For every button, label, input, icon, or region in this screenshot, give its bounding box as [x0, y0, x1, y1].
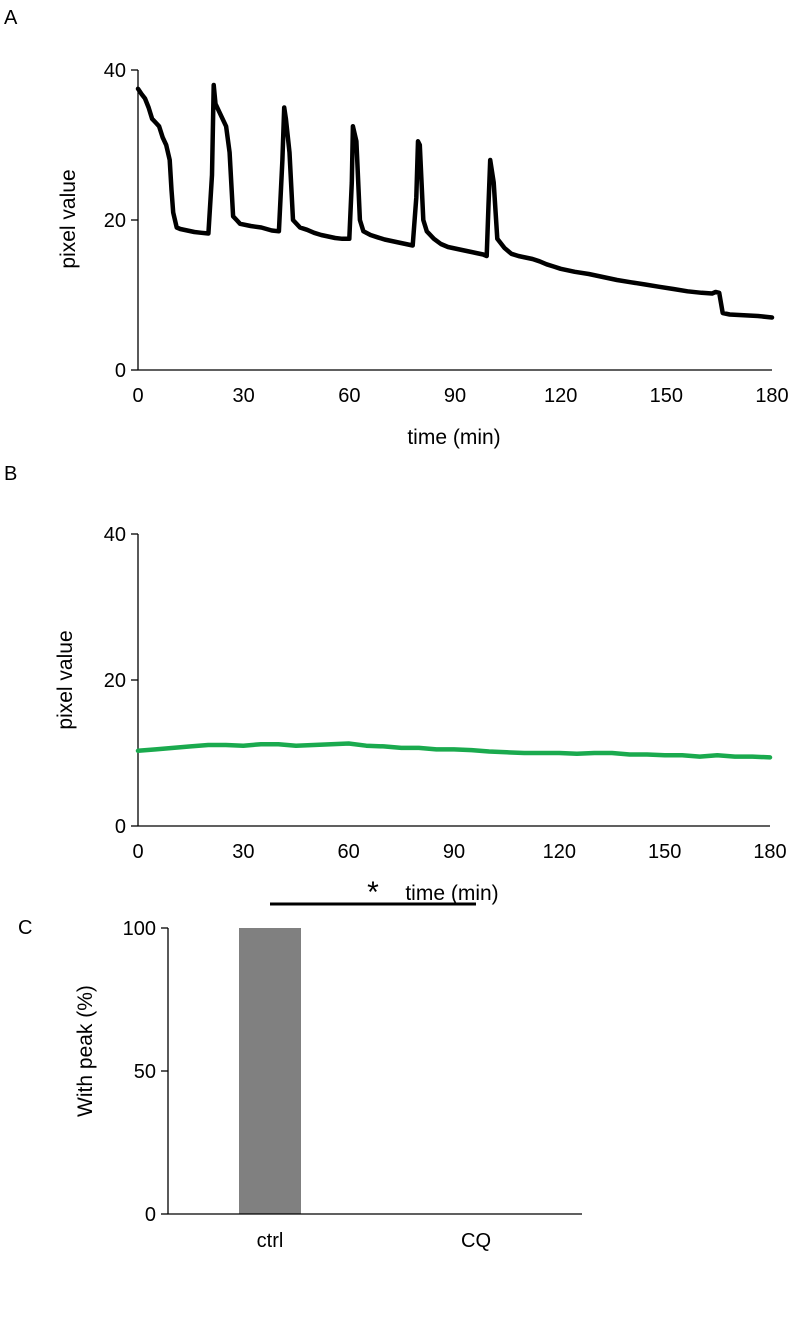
panel-c-y-label: With peak (%)	[74, 985, 97, 1117]
panel-a-x-ticks: 0 30 60 90 120 150 180	[132, 385, 788, 407]
x-tick-label: 30	[232, 841, 254, 863]
x-tick-label: 0	[132, 841, 143, 863]
panel-c-bars	[239, 928, 301, 1214]
panel-b-y-ticks: 0 20 40	[104, 524, 138, 838]
y-tick-label: 20	[104, 670, 126, 692]
panel-b: B 0 30 60 90 120 150 180 0 20 40 time (min) pixe…	[4, 463, 787, 905]
x-tick-label: 180	[755, 385, 788, 407]
bar-ctrl	[239, 928, 301, 1214]
significance-star: *	[367, 876, 379, 909]
x-tick-label: 180	[753, 841, 786, 863]
panel-a-label: A	[4, 7, 18, 29]
y-tick-label: 50	[134, 1061, 156, 1083]
category-label-ctrl: ctrl	[257, 1230, 284, 1252]
panel-a-x-label: time (min)	[407, 426, 500, 449]
panel-c: C 0 50 100 ctrl CQ * With peak (%)	[18, 876, 582, 1252]
y-tick-label: 0	[115, 360, 126, 382]
panel-b-series-line	[135, 741, 773, 760]
panel-a-series-line	[135, 82, 775, 320]
y-tick-label: 0	[145, 1204, 156, 1226]
x-tick-label: 90	[444, 385, 466, 407]
x-tick-label: 120	[543, 841, 576, 863]
y-tick-label: 40	[104, 524, 126, 546]
x-tick-label: 120	[544, 385, 577, 407]
panel-b-y-label: pixel value	[54, 630, 77, 729]
panel-c-category-labels: ctrl CQ	[257, 1230, 491, 1252]
x-tick-label: 150	[648, 841, 681, 863]
panel-a: A 0 30 60 90 120 150 180 0 20 40 time (min) pixe…	[4, 7, 789, 449]
panel-b-x-ticks: 0 30 60 90 120 150 180	[132, 841, 786, 863]
x-tick-label: 60	[338, 841, 360, 863]
panel-a-y-label: pixel value	[57, 169, 80, 268]
x-tick-label: 150	[650, 385, 683, 407]
y-tick-label: 100	[123, 918, 156, 940]
x-tick-label: 60	[338, 385, 360, 407]
category-label-cq: CQ	[461, 1230, 491, 1252]
panel-a-y-ticks: 0 20 40	[104, 60, 138, 382]
y-tick-label: 0	[115, 816, 126, 838]
panel-b-label: B	[4, 463, 17, 485]
x-tick-label: 90	[443, 841, 465, 863]
panel-c-label: C	[18, 917, 32, 939]
x-tick-label: 30	[233, 385, 255, 407]
panel-b-x-label: time (min)	[405, 882, 498, 905]
y-tick-label: 20	[104, 210, 126, 232]
panel-c-y-ticks: 0 50 100	[123, 918, 168, 1226]
y-tick-label: 40	[104, 60, 126, 82]
x-tick-label: 0	[132, 385, 143, 407]
